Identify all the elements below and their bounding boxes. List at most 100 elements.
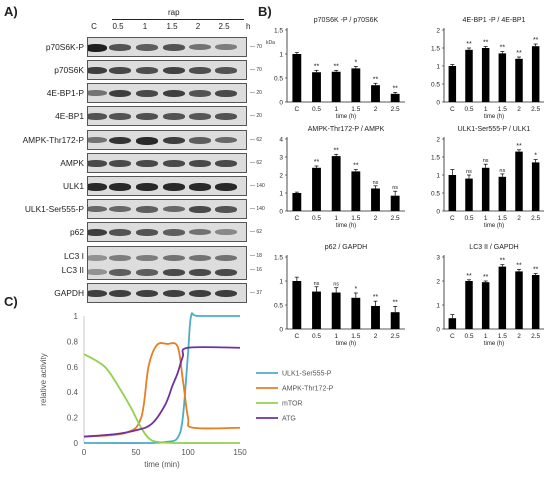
bar (371, 188, 380, 211)
bar (312, 167, 321, 211)
y-tick-label: 1.5 (431, 155, 440, 162)
blot-strip (87, 83, 247, 103)
significance-label: ns (499, 168, 505, 174)
chart-title: p62 / GAPDH (325, 244, 367, 251)
kda-marker: — 20 (250, 113, 262, 119)
kda-marker: — 62 (250, 160, 262, 166)
treatment-label: rap (168, 8, 180, 17)
blot-band (163, 67, 185, 75)
bar (498, 176, 507, 211)
blot-row-label: LC3 I (63, 251, 84, 261)
significance-label: ** (483, 40, 489, 47)
bar (465, 178, 473, 211)
significance-label: ns (333, 282, 339, 288)
y-tick-label: 0 (279, 327, 283, 334)
chart-title: 4E-BP1 -P / 4E-BP1 (463, 17, 526, 24)
kda-marker: — 20 (250, 90, 262, 96)
blot-band (215, 255, 237, 262)
blot-band (215, 90, 237, 97)
significance-label: ** (516, 50, 522, 57)
x-tick-label: 2 (517, 106, 521, 113)
blot-band (88, 290, 107, 298)
blot-band (215, 137, 237, 144)
significance-label: ** (314, 159, 320, 166)
blot-band (136, 44, 158, 51)
blot-band (215, 269, 237, 276)
bar (498, 266, 507, 329)
significance-label: ** (533, 37, 539, 44)
bar (292, 54, 302, 102)
x-tick-label: 2.5 (391, 215, 400, 222)
y-tick-label: 0 (279, 209, 283, 216)
bar (390, 93, 400, 102)
blot-band (163, 255, 185, 262)
lane-label: 2 (195, 22, 201, 31)
series-line (83, 312, 240, 444)
x-axis-label: time (h) (484, 223, 504, 229)
blot-band (109, 160, 131, 167)
x-axis-label: time (h) (336, 114, 356, 120)
bar (292, 281, 302, 329)
significance-label: ** (533, 267, 539, 274)
y-tick-label: 1 (279, 52, 283, 59)
bar (515, 58, 523, 102)
x-tick-label: 2 (374, 333, 378, 340)
y-tick-label: 0.5 (431, 82, 440, 89)
blot-band (136, 137, 158, 145)
x-tick-label: 1 (484, 333, 488, 340)
bar (448, 175, 457, 211)
blot-band (136, 90, 158, 97)
blot-band (215, 160, 237, 167)
x-tick-label: 1.5 (498, 106, 507, 113)
y-tick-label: 2 (436, 279, 440, 286)
bar (351, 171, 361, 211)
chart-title: p70S6K -P / p70S6K (314, 17, 379, 24)
blot-band (109, 255, 131, 261)
significance-label: ** (483, 274, 489, 281)
significance-label: ** (373, 76, 379, 83)
blot-band (136, 269, 158, 276)
blot-band (189, 206, 211, 213)
y-tick-label: 0.8 (67, 337, 79, 346)
significance-label: ** (466, 273, 472, 280)
bar (481, 48, 490, 102)
x-tick-label: 1.5 (351, 106, 360, 113)
blot-band (163, 90, 185, 98)
significance-label: ** (373, 294, 379, 301)
panel-label-c: C) (4, 294, 18, 309)
bar (531, 275, 540, 329)
y-tick-label: 2 (436, 28, 440, 35)
x-axis-label: time (h) (336, 341, 356, 347)
bar (331, 292, 341, 329)
blot-row-label: LC3 II (61, 265, 84, 275)
bar (515, 151, 523, 211)
y-tick-label: 0.4 (67, 388, 79, 397)
blot-band (163, 183, 185, 191)
blot-band (136, 229, 158, 236)
bar (312, 291, 321, 329)
lane-label: 1 (142, 22, 148, 31)
blot-band (136, 160, 158, 167)
x-tick-label: 2.5 (391, 333, 400, 340)
blot-band (163, 290, 185, 298)
x-tick-label: 2.5 (391, 106, 400, 113)
x-tick-label: 1 (334, 215, 338, 222)
blot-band (88, 255, 107, 261)
x-tick-label: C (294, 106, 299, 113)
x-tick-label: 1 (334, 106, 338, 113)
kda-marker: — 70 (250, 67, 262, 73)
blot-band (109, 229, 131, 236)
blot-band (163, 229, 185, 236)
blot-strip (87, 153, 247, 173)
x-tick-label: 0.5 (464, 106, 473, 113)
significance-label: ** (333, 63, 339, 70)
y-tick-label: 3 (279, 155, 283, 162)
chart-title: AMPK-Thr172-P / AMPK (308, 126, 385, 133)
blot-band (109, 290, 131, 298)
bar (312, 72, 321, 102)
blot-band (189, 255, 211, 262)
blot-row-label: ULK1 (63, 181, 84, 191)
blot-strip (87, 199, 247, 219)
blot-band (136, 290, 158, 298)
x-tick-label: 1 (484, 106, 488, 113)
